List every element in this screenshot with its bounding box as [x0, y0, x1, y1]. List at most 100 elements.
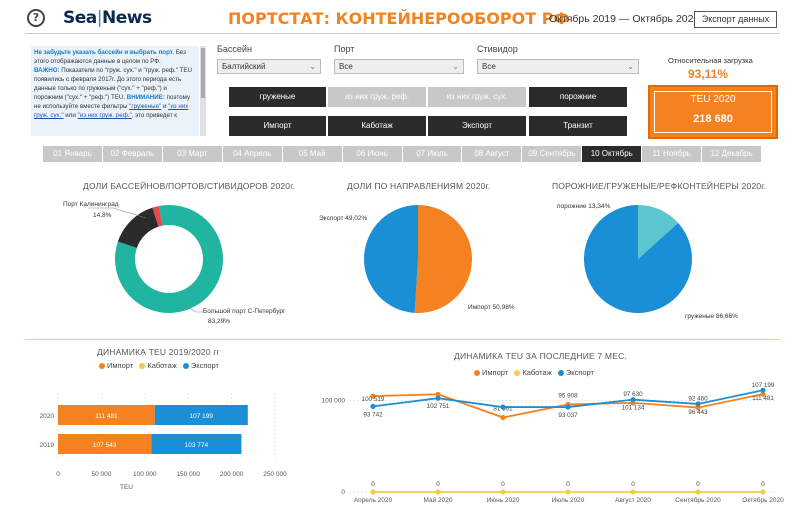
- line-point[interactable]: [695, 489, 701, 495]
- pie-slice-2[interactable]: [152, 205, 163, 227]
- legend-import[interactable]: Импорт: [107, 361, 134, 370]
- chevron-down-icon: ⌄: [452, 62, 459, 71]
- month-7[interactable]: 07 Июль: [402, 146, 463, 162]
- info-line1-bold: Не забудьте указать бассейн и выбрать по…: [34, 49, 174, 56]
- line-point[interactable]: [370, 489, 376, 495]
- header-divider: [25, 33, 780, 34]
- line-point[interactable]: [565, 489, 571, 495]
- filter-loaded-reef[interactable]: из них груж. реф.: [328, 87, 426, 107]
- slice-label-import: Импорт 50,98%: [468, 304, 515, 311]
- filter-cabotage[interactable]: Каботаж: [328, 116, 426, 136]
- bar-segment[interactable]: [58, 434, 152, 454]
- pie-slice-1[interactable]: [117, 207, 159, 249]
- month-12[interactable]: 12 Декабрь: [702, 146, 763, 162]
- line-point[interactable]: [630, 489, 636, 495]
- pie-slice-0[interactable]: [414, 205, 473, 313]
- line-point[interactable]: [760, 387, 766, 393]
- bar-segment[interactable]: [151, 434, 242, 454]
- line-point[interactable]: [435, 489, 441, 495]
- month-4[interactable]: 04 Апрель: [222, 146, 283, 162]
- line-point[interactable]: [630, 397, 636, 403]
- line-value-label: 0: [436, 481, 440, 488]
- logo-sea: Sea: [63, 8, 97, 28]
- slice-label-kaliningrad: Порт Калининград: [63, 201, 119, 208]
- legend-import[interactable]: Импорт: [482, 368, 509, 377]
- info-link-reef[interactable]: "из них груж. реф.": [77, 112, 132, 119]
- page-title: ПОРТСТАТ: КОНТЕЙНЕРООБОРОТ РФ: [228, 9, 570, 28]
- info-or: или: [63, 112, 78, 119]
- slice-label-export: Экспорт 49,02%: [319, 215, 367, 222]
- filter-transit[interactable]: Транзит: [529, 116, 627, 136]
- line-point[interactable]: [500, 404, 506, 410]
- line-point[interactable]: [435, 391, 441, 397]
- slice-value-export: 49,02%: [345, 215, 368, 222]
- line-point[interactable]: [760, 489, 766, 495]
- stevedore-select[interactable]: Все ⌄: [477, 59, 639, 74]
- line-value-label: 97 630: [623, 391, 643, 398]
- line-point[interactable]: [760, 391, 766, 397]
- teu-kpi-label: TEU 2020: [690, 94, 736, 105]
- line-value-label: 0: [631, 481, 635, 488]
- month-11[interactable]: 11 Ноябрь: [642, 146, 703, 162]
- month-1[interactable]: 01 Январь: [43, 146, 103, 162]
- line-value-label: 93 742: [363, 411, 383, 418]
- line-value-label: 93 037: [558, 412, 578, 419]
- legend-cabotage[interactable]: Каботаж: [147, 361, 177, 370]
- line-y-tick: 100 000: [322, 398, 346, 405]
- filter-loaded-dry[interactable]: из них груж. сух.: [428, 87, 526, 107]
- port-select[interactable]: Все ⌄: [334, 59, 464, 74]
- filter-empty[interactable]: порожние: [529, 87, 627, 107]
- types-pie-chart: [584, 205, 692, 313]
- legend-export[interactable]: Экспорт: [190, 361, 219, 370]
- filter-loaded[interactable]: груженые: [229, 87, 326, 107]
- filter-import[interactable]: Импорт: [229, 116, 326, 136]
- slice-name-empty: порожние: [557, 203, 587, 210]
- line-point[interactable]: [370, 403, 376, 410]
- bar-x-tick: 0: [56, 471, 60, 478]
- pie-slice-1[interactable]: [637, 205, 679, 259]
- line-x-tick: Август 2020: [615, 497, 651, 504]
- line-value-label: 0: [696, 481, 700, 488]
- logo-divider: |: [96, 8, 103, 28]
- bar-value-label: 107 199: [190, 413, 214, 420]
- period-range: Октябрь 2019 — Октябрь 2020: [549, 13, 699, 25]
- line-point[interactable]: [500, 414, 506, 421]
- basin-select[interactable]: Балтийский ⌄: [217, 59, 321, 74]
- slice-value-spb: 83,29%: [208, 318, 231, 325]
- line-point[interactable]: [695, 401, 701, 407]
- filter-export[interactable]: Экспорт: [428, 116, 526, 136]
- bar-x-tick: 200 000: [220, 471, 244, 478]
- basin-value: Балтийский: [222, 62, 266, 71]
- month-8[interactable]: 08 Август: [462, 146, 523, 162]
- legend-cabotage-dot: [514, 370, 521, 376]
- line-point[interactable]: [695, 404, 701, 411]
- line-point[interactable]: [565, 404, 571, 410]
- month-9[interactable]: 09 Сентябрь: [522, 146, 583, 162]
- info-link-loaded[interactable]: "груженые": [129, 103, 162, 110]
- line-point[interactable]: [370, 393, 376, 399]
- info-scrollbar[interactable]: [200, 46, 206, 136]
- help-icon[interactable]: ?: [27, 9, 45, 27]
- export-data-button[interactable]: Экспорт данных: [694, 11, 777, 28]
- month-3[interactable]: 03 Март: [162, 146, 223, 162]
- line-point[interactable]: [435, 395, 441, 401]
- pie-slice-1[interactable]: [364, 205, 418, 313]
- info-line1-rest: Без этого отображаются данные в целом по…: [34, 49, 186, 65]
- line-x-tick: Июль 2020: [552, 497, 585, 504]
- line-x-tick: Октябрь 2020: [742, 496, 784, 504]
- legend-cabotage[interactable]: Каботаж: [522, 368, 552, 377]
- month-6[interactable]: 06 Июнь: [342, 146, 403, 162]
- bar-segment[interactable]: [58, 405, 155, 425]
- teu-kpi-value: 218 680: [693, 113, 733, 125]
- line-chart-title: ДИНАМИКА TEU ЗА ПОСЛЕДНИЕ 7 МЕС.: [454, 351, 627, 361]
- month-2[interactable]: 02 Февраль: [102, 146, 163, 162]
- line-point[interactable]: [500, 489, 506, 495]
- info-link-dry[interactable]: "из них груж. сух.": [34, 103, 189, 119]
- legend-export[interactable]: Экспорт: [565, 368, 594, 377]
- period-dash: —: [618, 13, 630, 25]
- pie-slice-0[interactable]: [114, 205, 223, 313]
- bar-segment[interactable]: [154, 405, 248, 425]
- month-10[interactable]: 10 Октябрь: [582, 146, 643, 162]
- slice-name-export: Экспорт: [319, 215, 344, 222]
- month-5[interactable]: 05 Май: [282, 146, 343, 162]
